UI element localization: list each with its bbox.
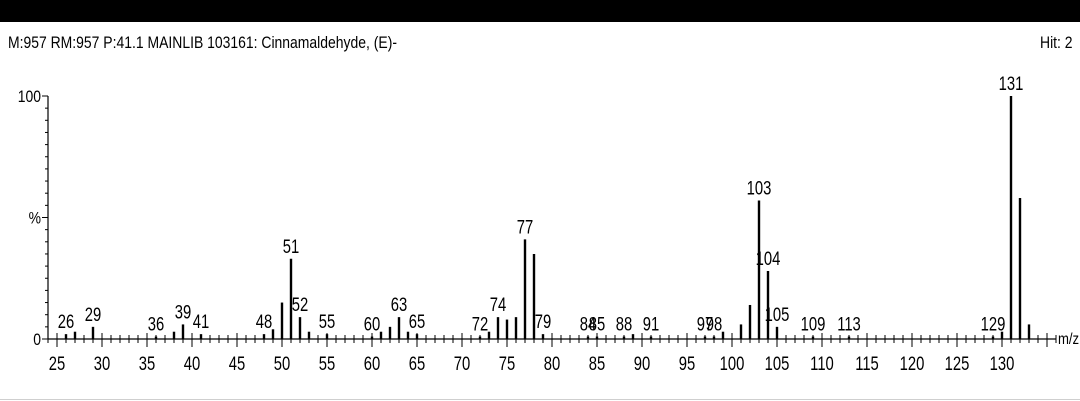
peak-label: 77 xyxy=(517,217,533,238)
x-tick-label: 65 xyxy=(409,353,425,374)
x-tick-label: 40 xyxy=(184,353,200,374)
peak-label: 74 xyxy=(490,294,506,315)
peak-label: 79 xyxy=(535,311,551,332)
hit-label: Hit: 2 xyxy=(1040,33,1073,52)
peak-label: 48 xyxy=(256,311,272,332)
peak-label: 97 xyxy=(697,314,713,335)
x-tick-label: 110 xyxy=(810,353,834,374)
peak-label: 109 xyxy=(801,314,826,335)
peak-label: 55 xyxy=(319,311,335,332)
peak-label: 85 xyxy=(589,314,605,335)
bottom-divider xyxy=(0,399,1080,400)
y-tick-label: 100 xyxy=(18,88,42,107)
x-tick-label: 30 xyxy=(94,353,110,374)
x-tick-label: 55 xyxy=(319,353,335,374)
x-tick-label: 85 xyxy=(589,353,605,374)
x-axis-unit-label: m/z xyxy=(1058,331,1079,348)
peak-label: 72 xyxy=(472,314,488,335)
x-tick-label: 125 xyxy=(945,353,970,374)
y-tick-label: 0 xyxy=(33,331,41,350)
x-tick-label: 50 xyxy=(274,353,290,374)
x-tick-label: 25 xyxy=(49,353,65,374)
peak-label: 105 xyxy=(765,304,790,325)
x-tick-label: 75 xyxy=(499,353,515,374)
peak-label: 65 xyxy=(409,311,425,332)
x-tick-label: 80 xyxy=(544,353,560,374)
x-tick-label: 120 xyxy=(900,353,925,374)
top-border-bar xyxy=(0,0,1080,22)
peak-label: 104 xyxy=(756,248,781,269)
x-tick-label: 105 xyxy=(765,353,790,374)
peak-label: 129 xyxy=(981,314,1006,335)
peak-label: 51 xyxy=(283,236,299,257)
y-tick-label: % xyxy=(29,209,42,228)
x-tick-label: 100 xyxy=(720,353,745,374)
peak-label: 41 xyxy=(193,311,209,332)
peak-label: 63 xyxy=(391,294,407,315)
x-tick-label: 60 xyxy=(364,353,380,374)
x-tick-label: 115 xyxy=(855,353,879,374)
peak-bars xyxy=(64,96,1031,339)
x-tick-label: 95 xyxy=(679,353,695,374)
peak-label: 91 xyxy=(643,314,659,335)
x-tick-label: 70 xyxy=(454,353,470,374)
x-tick-label: 45 xyxy=(229,353,245,374)
x-tick-label: 130 xyxy=(990,353,1015,374)
peak-label: 39 xyxy=(175,302,191,323)
peak-label: 26 xyxy=(58,311,74,332)
peak-label: 131 xyxy=(999,73,1024,94)
spectrum-info-header: M:957 RM:957 P:41.1 MAINLIB 103161: Cinn… xyxy=(8,33,397,52)
peak-label: 84 xyxy=(580,314,596,335)
peak-label: 103 xyxy=(747,178,772,199)
x-tick-label: 90 xyxy=(634,353,650,374)
peak-label: 29 xyxy=(85,304,101,325)
peak-label: 60 xyxy=(364,314,380,335)
peak-label: 113 xyxy=(837,314,861,335)
peak-label: 88 xyxy=(616,314,632,335)
peak-label: 36 xyxy=(148,314,164,335)
peak-label: 52 xyxy=(292,294,308,315)
peak-label: 98 xyxy=(706,314,722,335)
x-tick-label: 35 xyxy=(139,353,155,374)
